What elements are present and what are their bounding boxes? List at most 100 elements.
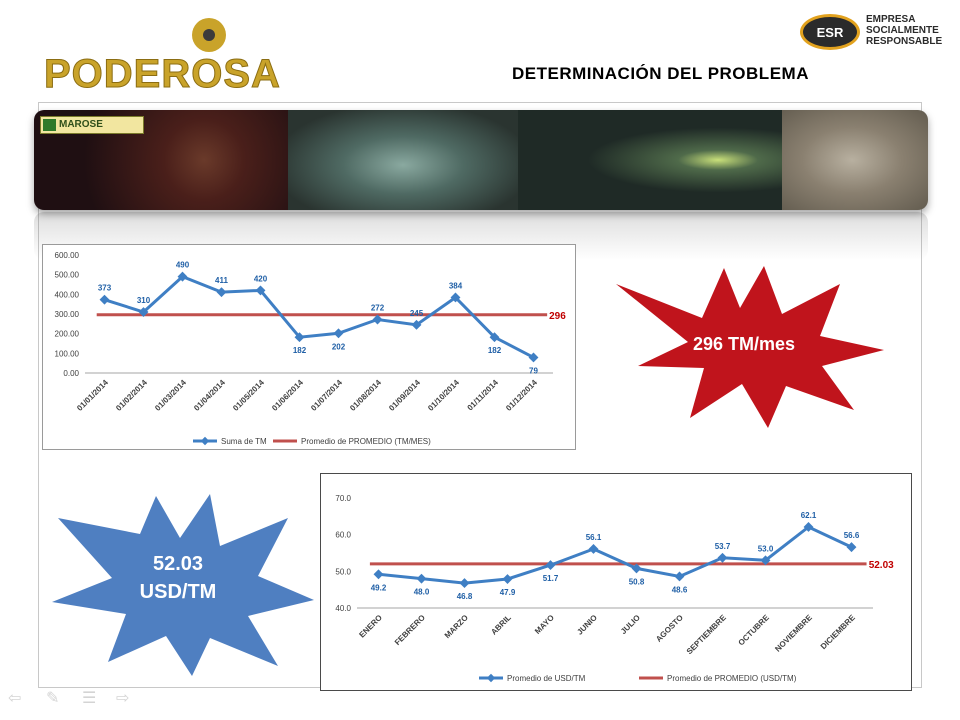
x-tick-label: MARZO bbox=[443, 613, 470, 640]
poderosa-logo: PODEROSA bbox=[40, 18, 300, 97]
data-label: 48.6 bbox=[672, 585, 688, 594]
y-tick-label: 600.00 bbox=[55, 251, 80, 260]
data-label: 79 bbox=[529, 366, 538, 375]
data-point bbox=[216, 287, 227, 298]
esr-text: EMPRESA SOCIALMENTE RESPONSABLE bbox=[866, 14, 942, 47]
data-point bbox=[411, 319, 422, 330]
menu-icon[interactable]: ☰ bbox=[82, 688, 97, 707]
data-point bbox=[372, 314, 383, 325]
y-tick-label: 70.0 bbox=[335, 494, 351, 503]
photo-training-room bbox=[518, 110, 782, 210]
x-tick-label: MAYO bbox=[533, 613, 556, 636]
data-label: 47.9 bbox=[500, 588, 516, 597]
photo-banner: MAROSE bbox=[34, 110, 928, 210]
x-tick-label: JUNIO bbox=[575, 613, 599, 637]
x-tick-label: ABRIL bbox=[489, 613, 513, 637]
data-point bbox=[803, 522, 814, 532]
slide-nav: ⇦ ✎ ☰ ⇨ bbox=[8, 690, 148, 710]
chart-usd: 40.0 50.0 60.0 70.0 ENERO FEBRERO MARZO ABRIL MA… bbox=[335, 494, 894, 683]
data-label: 245 bbox=[410, 309, 424, 318]
data-label: 310 bbox=[137, 296, 151, 305]
y-tick-label: 200.00 bbox=[55, 330, 80, 339]
data-label: 202 bbox=[332, 342, 346, 351]
marose-tag: MAROSE bbox=[40, 116, 144, 134]
logo-circle-icon bbox=[192, 18, 226, 52]
y-tick-label: 100.00 bbox=[55, 349, 80, 358]
x-tick-label: 01/01/2014 bbox=[75, 378, 110, 413]
pen-icon[interactable]: ✎ bbox=[46, 688, 60, 707]
data-label: 420 bbox=[254, 274, 268, 283]
data-point bbox=[373, 569, 384, 580]
data-point bbox=[99, 294, 110, 305]
esr-line-2: SOCIALMENTE bbox=[866, 25, 939, 36]
chart-usd-panel: 40.0 50.0 60.0 70.0 ENERO FEBRERO MARZO ABRIL MA… bbox=[320, 473, 912, 691]
photo-tunnel-group bbox=[288, 110, 518, 210]
legend-swatch-marker bbox=[200, 436, 210, 446]
series-line bbox=[378, 525, 853, 585]
data-point bbox=[502, 574, 513, 584]
data-label: 411 bbox=[215, 276, 228, 285]
data-label: 182 bbox=[293, 346, 307, 355]
legend-label-series: Promedio de USD/TM bbox=[507, 674, 586, 683]
burst-usd: 52.03 USD/TM bbox=[52, 494, 314, 676]
x-tick-label: 01/05/2014 bbox=[231, 378, 266, 413]
x-tick-label: 01/02/2014 bbox=[114, 378, 149, 413]
esr-line-3: RESPONSABLE bbox=[866, 36, 943, 47]
x-tick-label: DICIEMBRE bbox=[819, 613, 858, 652]
legend-label-series: Suma de TM bbox=[221, 437, 267, 446]
burst-tm-shape bbox=[616, 266, 884, 428]
x-tick-label: 01/03/2014 bbox=[153, 378, 188, 413]
series-line bbox=[104, 274, 535, 359]
legend-swatch-marker bbox=[486, 673, 496, 683]
data-point bbox=[138, 307, 149, 317]
x-tick-label: NOVIEMBRE bbox=[773, 613, 814, 654]
legend-label-average: Promedio de PROMEDIO (USD/TM) bbox=[667, 674, 797, 683]
data-point bbox=[760, 555, 771, 566]
data-label: 53.0 bbox=[758, 544, 774, 553]
data-point bbox=[528, 352, 539, 363]
data-point bbox=[333, 328, 344, 339]
x-tick-label: 01/10/2014 bbox=[426, 378, 461, 413]
data-point bbox=[459, 578, 470, 589]
slide-title: DETERMINACIÓN DEL PROBLEMA bbox=[512, 64, 809, 83]
burst-usd-label-1: 52.03 bbox=[153, 553, 203, 575]
y-tick-label: 400.00 bbox=[55, 290, 80, 299]
data-point bbox=[717, 552, 728, 563]
x-tick-label: SEPTIEMBRE bbox=[685, 613, 729, 657]
data-label: 56.1 bbox=[586, 533, 602, 542]
x-tick-label: 01/11/2014 bbox=[466, 378, 501, 413]
x-tick-label: 01/04/2014 bbox=[192, 378, 227, 413]
data-label: 384 bbox=[449, 281, 463, 290]
x-tick-label: AGOSTO bbox=[654, 613, 685, 644]
back-arrow-icon[interactable]: ⇦ bbox=[8, 688, 22, 707]
x-tick-label: 01/09/2014 bbox=[387, 378, 422, 413]
x-tick-label: OCTUBRE bbox=[737, 613, 772, 648]
data-point bbox=[846, 542, 857, 553]
data-label: 50.8 bbox=[629, 577, 645, 586]
esr-badge: ESR bbox=[800, 14, 860, 50]
data-label: 490 bbox=[176, 261, 190, 270]
average-end-label: 296 bbox=[549, 311, 566, 322]
y-tick-label: 300.00 bbox=[55, 310, 80, 319]
data-label: 272 bbox=[371, 304, 385, 313]
data-label: 56.6 bbox=[844, 531, 860, 540]
chart-tm-panel: 0.00 100.00 200.00 300.00 400.00 500.00 600.00… bbox=[42, 244, 576, 450]
y-tick-label: 500.00 bbox=[55, 271, 80, 280]
x-tick-label: 01/12/2014 bbox=[504, 378, 539, 413]
photo-mine-wall bbox=[782, 110, 928, 210]
y-tick-label: 40.0 bbox=[335, 604, 351, 613]
x-tick-label: JULIO bbox=[619, 613, 642, 636]
forward-arrow-icon[interactable]: ⇨ bbox=[116, 688, 130, 707]
data-point bbox=[674, 571, 685, 582]
legend-label-average: Promedio de PROMEDIO (TM/MES) bbox=[301, 437, 431, 446]
data-point bbox=[588, 544, 599, 554]
burst-usd-label-2: USD/TM bbox=[140, 581, 217, 603]
data-label: 53.7 bbox=[715, 542, 731, 551]
x-tick-label: 01/07/2014 bbox=[309, 378, 344, 413]
chart-tm: 0.00 100.00 200.00 300.00 400.00 500.00 600.00… bbox=[55, 251, 567, 446]
data-label: 373 bbox=[98, 284, 112, 293]
x-tick-label: ENERO bbox=[357, 613, 383, 639]
y-tick-label: 50.0 bbox=[335, 567, 351, 576]
x-tick-label: FEBRERO bbox=[393, 613, 427, 647]
burst-tm: 296 TM/mes bbox=[616, 266, 884, 428]
